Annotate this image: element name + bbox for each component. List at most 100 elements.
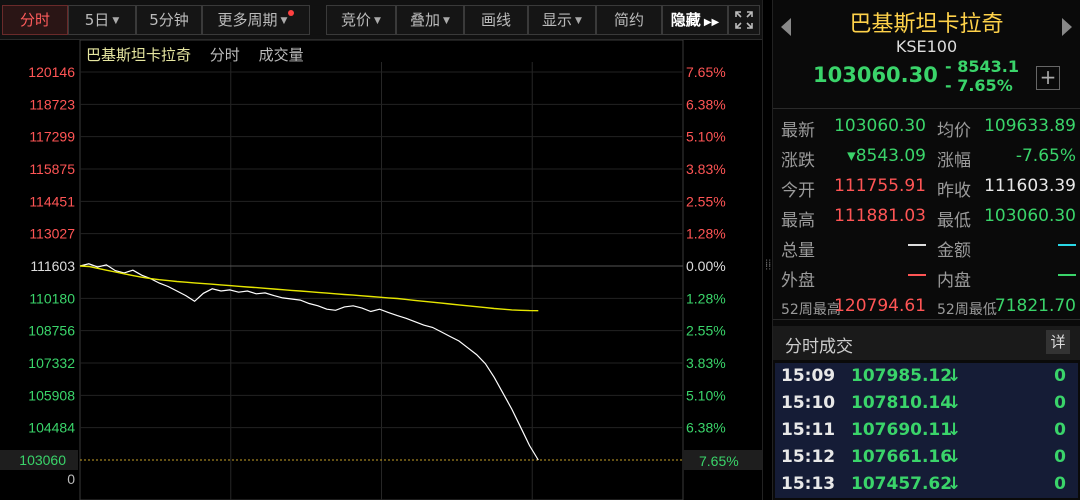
y-tick-label: 108756 [28, 323, 75, 339]
stats-row: 总量 金额 [781, 232, 1076, 262]
chevron-down-icon: ▼ [112, 16, 120, 26]
stat-label: 涨跌 [781, 151, 815, 171]
stat-low: 103060.30 [984, 206, 1076, 226]
stats-row: 外盘 内盘 [781, 262, 1076, 292]
trade-volume: 0 [1054, 474, 1066, 494]
y-tick-label: 105908 [28, 387, 75, 403]
chevron-down-icon: ▼ [374, 16, 381, 26]
y-tick-label: 104484 [28, 420, 75, 436]
stat-label: 总量 [781, 241, 815, 261]
pct-tick-label: 0.00% [686, 258, 726, 274]
tab-5day-label: 5日 [84, 11, 110, 29]
auction-dropdown[interactable]: 竞价 ▼ [326, 5, 396, 35]
instrument-code: KSE100 [895, 37, 958, 56]
pct-tick-label: 2.55% [686, 323, 726, 339]
current-price-label: 103060 [19, 452, 66, 468]
price-line [79, 263, 539, 461]
stat-label: 内盘 [937, 271, 971, 291]
stat-label: 最低 [937, 211, 971, 231]
down-arrow-icon: ↓ [947, 420, 962, 440]
pct-tick-label: 1.28% [686, 290, 726, 306]
tab-5min[interactable]: 5分钟 [136, 5, 202, 35]
y-tick-label: 110180 [29, 290, 75, 306]
stats-row: 今开 111755.91 昨收 111603.39 [781, 172, 1076, 202]
tab-5min-label: 5分钟 [149, 11, 189, 29]
stat-label: 均价 [937, 121, 971, 141]
hide-panel-label: 隐藏 [670, 11, 701, 29]
pct-tick-label: 1.28% [686, 226, 726, 242]
previous-arrow-icon[interactable] [781, 18, 791, 36]
y-tick-label: 117299 [29, 129, 75, 145]
stat-label: 昨收 [937, 181, 971, 201]
trade-time: 15:11 [781, 420, 836, 440]
chart-title-name: 巴基斯坦卡拉奇 [86, 46, 192, 64]
trades-detail-button[interactable]: 详 [1046, 330, 1070, 354]
chart-title-volume[interactable]: 成交量 [258, 46, 304, 64]
current-pct-label: 7.65% [699, 453, 739, 469]
intraday-chart[interactable]: 120146 7.65% 118723 6.38% 117299 5.10% 115875 3… [0, 40, 762, 500]
y-tick-label: 118723 [29, 96, 75, 112]
notification-dot-icon [288, 10, 295, 16]
stat-open: 111755.91 [834, 176, 926, 196]
stat-outer-empty [908, 266, 926, 286]
stat-52w-high: 120794.61 [834, 296, 926, 316]
stat-amount-empty [1058, 236, 1076, 256]
instrument-name: 巴基斯坦卡拉奇 [849, 12, 1004, 37]
pct-tick-label: 6.38% [686, 420, 726, 436]
trade-row: 15:10 107810.14 ↓ 0 [775, 390, 1078, 417]
stat-label: 涨幅 [937, 151, 971, 171]
y-tick-label: 114451 [29, 193, 75, 209]
simple-mode-button[interactable]: 简约 [596, 5, 662, 35]
stat-label: 最新 [781, 121, 815, 141]
trade-price: 107661.16 [851, 447, 953, 467]
trade-row: 15:11 107690.11 ↓ 0 [775, 417, 1078, 444]
display-label: 显示 [542, 11, 573, 29]
more-periods-dropdown[interactable]: 更多周期 ▼ [202, 5, 310, 35]
panel-splitter[interactable]: ⁝⁝ ⁝⁝ [762, 0, 773, 500]
trade-price: 107985.12 [851, 366, 953, 386]
tab-intraday[interactable]: 分时 [2, 5, 68, 35]
stat-label: 外盘 [781, 271, 815, 291]
stat-volume-empty [908, 236, 926, 256]
stat-change: ▾8543.09 [847, 146, 926, 166]
double-arrow-right-icon: ▶▶ [703, 17, 720, 28]
trade-price: 107810.14 [851, 393, 953, 413]
simple-mode-label: 简约 [613, 11, 644, 29]
trade-price: 107690.11 [851, 420, 953, 440]
change-value: - 8543.1 [945, 57, 1019, 76]
tab-5day[interactable]: 5日 ▼ [68, 5, 136, 35]
draw-line-button[interactable]: 画线 [464, 5, 528, 35]
average-price-line [79, 265, 539, 312]
stats-row: 最高 111881.03 最低 103060.30 [781, 202, 1076, 232]
current-price: 103060.30 [813, 63, 938, 87]
fullscreen-button[interactable] [728, 5, 760, 35]
y-tick-label: 113027 [29, 226, 75, 242]
stat-high: 111881.03 [834, 206, 926, 226]
overlay-dropdown[interactable]: 叠加 ▼ [396, 5, 464, 35]
draw-line-label: 画线 [480, 11, 511, 29]
pct-tick-label: 2.55% [686, 193, 726, 209]
down-arrow-icon: ↓ [947, 447, 962, 467]
trade-volume: 0 [1054, 420, 1066, 440]
stats-row: 52周最高 120794.61 52周最低 71821.70 [781, 292, 1076, 322]
pct-tick-label: 7.65% [686, 64, 726, 80]
y-tick-label: 115875 [29, 161, 75, 177]
trades-title: 分时成交 [785, 337, 853, 357]
trade-price: 107457.62 [851, 474, 953, 494]
add-watchlist-button[interactable]: + [1036, 66, 1060, 90]
auction-label: 竞价 [341, 11, 372, 29]
display-dropdown[interactable]: 显示 ▼ [528, 5, 596, 35]
hide-panel-button[interactable]: 隐藏 ▶▶ [662, 5, 728, 35]
trade-row: 15:12 107661.16 ↓ 0 [775, 444, 1078, 471]
chart-title-intraday[interactable]: 分时 [209, 46, 240, 64]
stats-row: 涨跌 ▾8543.09 涨幅 -7.65% [781, 142, 1076, 172]
chevron-down-icon: ▼ [575, 16, 582, 26]
trade-time: 15:12 [781, 447, 836, 467]
pct-tick-label: 5.10% [686, 387, 726, 403]
stats-row: 最新 103060.30 均价 109633.89 [781, 112, 1076, 142]
trade-time: 15:09 [781, 366, 836, 386]
fullscreen-icon [735, 11, 753, 29]
chart-frame [79, 40, 684, 500]
stat-label: 52周最高 [781, 302, 841, 318]
next-arrow-icon[interactable] [1062, 18, 1072, 36]
